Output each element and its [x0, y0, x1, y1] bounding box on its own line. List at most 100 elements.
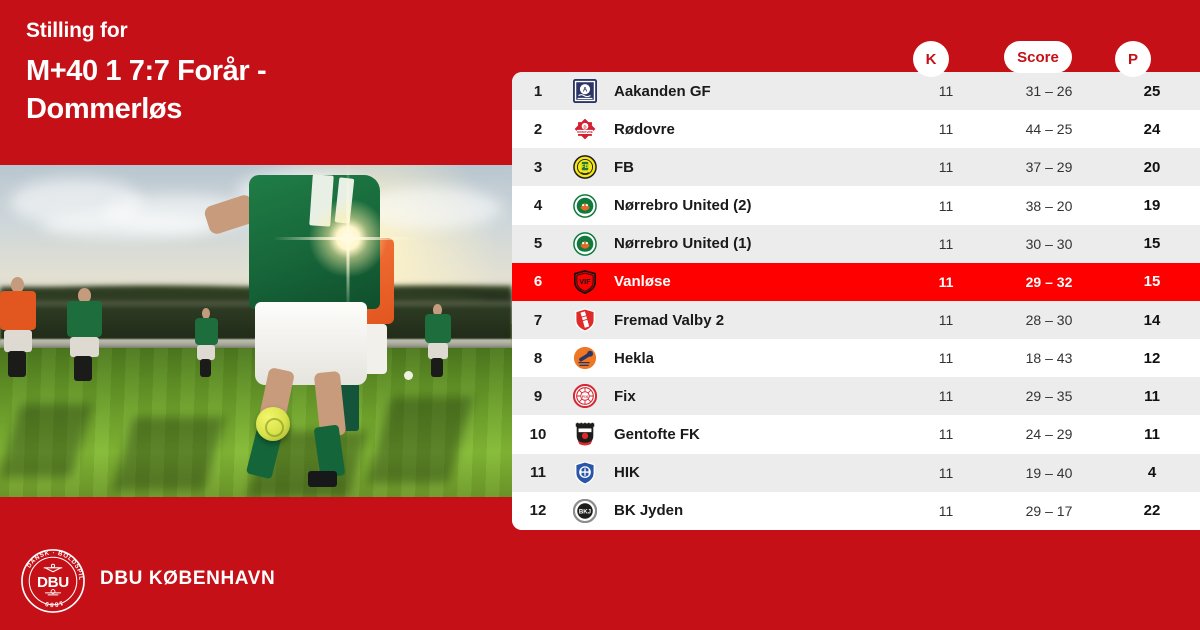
cell-score: 24 – 29 — [1025, 426, 1073, 443]
table-row[interactable]: 1 Aakanden GF 11 31 – 26 25 — [512, 72, 1200, 111]
cell-position: 6 — [533, 273, 543, 291]
background-football — [404, 370, 414, 380]
cell-score: 31 – 26 — [1025, 83, 1073, 100]
title-block: Stilling for M+40 1 7:7 Forår - Dommerlø… — [26, 18, 486, 129]
fb-logo — [564, 155, 606, 180]
aakanden-gf-logo — [564, 79, 606, 104]
column-header-score: Score — [1004, 41, 1072, 73]
standings-table: 1 Aakanden GF 11 31 – 26 25 2 Rødovre 11 44 – 25… — [512, 72, 1200, 530]
cell-score: 29 – 17 — [1025, 502, 1073, 519]
column-header-p: P — [1115, 41, 1151, 77]
cell-score: 44 – 25 — [1025, 121, 1073, 138]
cell-matches-played: 11 — [938, 197, 954, 214]
cell-team-name: Fix — [614, 387, 636, 405]
cell-points: 24 — [1143, 120, 1161, 138]
cell-team-name: Aakanden GF — [614, 82, 711, 100]
cell-points: 19 — [1143, 197, 1161, 215]
cell-position: 1 — [533, 82, 543, 100]
cell-matches-played: 11 — [938, 83, 954, 100]
cell-position: 12 — [529, 502, 547, 520]
cell-matches-played: 11 — [938, 426, 954, 443]
cell-position: 4 — [533, 197, 543, 215]
gentofte-fk-logo — [564, 422, 606, 447]
cell-matches-played: 11 — [938, 502, 954, 519]
cell-points: 14 — [1143, 311, 1161, 329]
football — [256, 407, 290, 442]
table-row[interactable]: 10 Gentofte FK 11 24 – 29 11 — [512, 415, 1200, 454]
table-row[interactable]: 4 Nørrebro United (2) 11 38 – 20 19 — [512, 186, 1200, 225]
cell-team-name: FB — [614, 158, 634, 176]
cell-team-name: Gentofte FK — [614, 425, 700, 443]
standings-rows: 1 Aakanden GF 11 31 – 26 25 2 Rødovre 11 44 – 25… — [512, 72, 1200, 530]
cell-team-name: Nørrebro United (2) — [614, 197, 752, 215]
cell-matches-played: 11 — [938, 273, 954, 290]
norrebro-united-logo — [564, 231, 606, 256]
svg-text:1889: 1889 — [44, 599, 64, 608]
cell-position: 2 — [533, 120, 543, 138]
table-row[interactable]: 12 BK Jyden 11 29 – 17 22 — [512, 491, 1200, 530]
cell-matches-played: 11 — [938, 121, 954, 138]
cell-score: 29 – 32 — [1025, 273, 1073, 290]
table-row[interactable]: 9 Fix 11 29 – 35 11 — [512, 377, 1200, 416]
table-row[interactable]: 8 Hekla 11 18 – 43 12 — [512, 339, 1200, 378]
cell-position: 10 — [529, 425, 547, 443]
table-row[interactable]: 7 Fremad Valby 2 11 28 – 30 14 — [512, 300, 1200, 340]
sun-flare — [273, 193, 424, 284]
cell-score: 37 – 29 — [1025, 159, 1073, 176]
cell-position: 8 — [533, 349, 543, 367]
background-player — [424, 304, 451, 378]
cell-position: 11 — [530, 464, 546, 482]
svg-text:DBU: DBU — [37, 574, 69, 591]
cell-points: 11 — [1144, 387, 1160, 405]
cell-score: 30 – 30 — [1025, 235, 1073, 252]
table-row[interactable]: 2 Rødovre 11 44 – 25 24 — [512, 110, 1200, 149]
cell-points: 11 — [1144, 425, 1160, 443]
page-kicker: Stilling for — [26, 19, 128, 42]
cell-team-name: HIK — [614, 464, 640, 482]
cell-matches-played: 11 — [938, 235, 954, 252]
background-player — [66, 288, 103, 381]
cell-team-name: Hekla — [614, 349, 655, 367]
cell-score: 19 – 40 — [1025, 464, 1073, 481]
table-row[interactable]: 11 HIK 11 19 – 40 4 — [512, 453, 1200, 492]
cell-score: 29 – 35 — [1025, 388, 1073, 405]
cell-team-name: Rødovre — [614, 120, 675, 138]
cell-points: 20 — [1143, 158, 1161, 176]
cell-matches-played: 11 — [938, 159, 954, 176]
cell-team-name: Nørrebro United (1) — [614, 235, 752, 253]
cell-score: 18 – 43 — [1025, 350, 1073, 367]
bk-jyden-logo — [564, 498, 606, 523]
page-title: M+40 1 7:7 Forår - Dommerløs — [26, 55, 267, 126]
cell-position: 5 — [533, 235, 543, 253]
cell-position: 3 — [533, 158, 543, 176]
cell-team-name: Fremad Valby 2 — [614, 311, 725, 329]
cell-matches-played: 11 — [938, 350, 954, 367]
background-player — [194, 308, 218, 378]
cell-points: 15 — [1143, 273, 1161, 291]
cell-points: 4 — [1147, 464, 1157, 482]
left-panel: Stilling for M+40 1 7:7 Forår - Dommerlø… — [0, 0, 512, 630]
norrebro-united-logo — [564, 193, 606, 218]
cell-points: 15 — [1143, 235, 1161, 253]
vanlose-vif-logo — [564, 269, 606, 294]
cloud — [40, 212, 216, 239]
cell-team-name: Vanløse — [614, 273, 671, 291]
cell-position: 7 — [533, 311, 543, 329]
fix-logo — [564, 384, 606, 409]
cell-position: 9 — [533, 387, 543, 405]
table-row[interactable]: 6 Vanløse 11 29 – 32 15 — [512, 262, 1200, 301]
cell-points: 25 — [1143, 82, 1161, 100]
dbu-logo-icon: DANSK · BOLDSPIL · UNION 1889 DBU — [20, 548, 86, 614]
cell-matches-played: 11 — [938, 312, 954, 329]
table-row[interactable]: 3 FB 11 37 – 29 20 — [512, 148, 1200, 187]
hik-logo — [564, 460, 606, 485]
table-row[interactable]: 5 Nørrebro United (1) 11 30 – 30 15 — [512, 224, 1200, 263]
cell-points: 22 — [1143, 502, 1161, 520]
brand-name: DBU KØBENHAVN — [100, 568, 276, 589]
cell-points: 12 — [1143, 349, 1161, 367]
hekla-logo — [564, 346, 606, 370]
football-match-photo — [0, 165, 512, 497]
cell-team-name: BK Jyden — [614, 502, 684, 520]
fremad-valby-logo — [564, 308, 606, 332]
background-player — [0, 277, 36, 378]
